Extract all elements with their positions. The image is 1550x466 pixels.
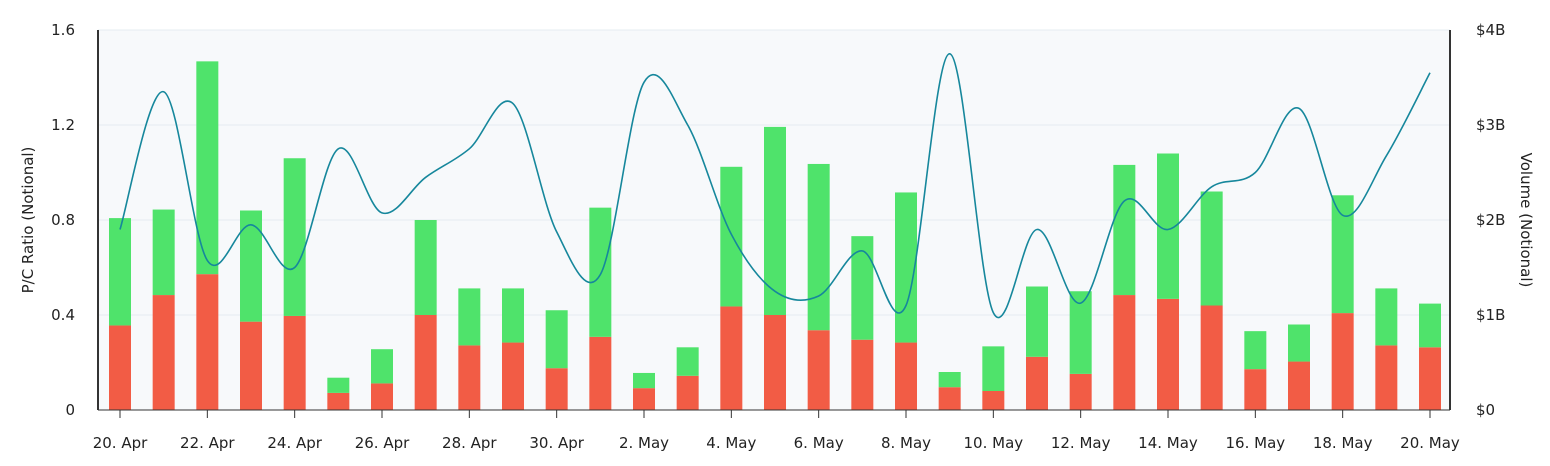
y2-tick-label: $2B [1476,211,1505,229]
bar [545,368,568,410]
bar [1157,153,1179,299]
y-tick-label: 1.2 [51,116,75,134]
bar [589,336,612,410]
bar [982,391,1005,410]
bar [1157,298,1179,410]
x-tick-label: 10. May [964,434,1024,452]
x-tick-label: 24. Apr [267,434,322,452]
bar [589,207,612,337]
y2-tick-label: $3B [1476,116,1505,134]
bar [240,321,262,410]
x-tick-label: 4. May [706,434,756,452]
x-tick-label: 14. May [1138,434,1198,452]
bar [676,347,699,376]
pc-ratio-line [119,52,1431,318]
x-tick-label: 12. May [1051,434,1111,452]
x-tick-label: 18. May [1313,434,1373,452]
y-axis-title: P/C Ratio (Notional) [19,147,37,294]
bar [196,274,219,410]
bar [1200,191,1223,306]
bar [109,218,131,326]
y-tick-label: 0.8 [51,211,75,229]
bar [371,383,393,410]
bar [633,388,655,410]
bar [982,346,1005,391]
bar [895,192,917,343]
bar [1113,164,1136,296]
bar [764,126,786,316]
bar [327,377,350,393]
bar [1288,361,1310,410]
y2-axis-title: Volume (Notional) [1517,153,1535,288]
bar [283,158,306,316]
x-tick-label: 28. Apr [442,434,497,452]
bar [283,315,306,410]
bar [851,236,874,340]
bar [414,315,437,410]
bar [414,220,437,315]
bar [109,325,131,410]
bar [1288,324,1310,362]
bar [152,209,175,296]
bar [1069,291,1092,374]
bar [895,342,917,410]
x-tick-label: 26. Apr [355,434,410,452]
x-tick-label: 20. Apr [93,434,148,452]
bar [1375,288,1398,346]
bars [109,61,1441,410]
bar [1026,286,1048,357]
bar [1331,195,1354,314]
bar [152,295,175,410]
bar [1244,369,1267,410]
bar [807,330,830,410]
y2-tick-label: $4B [1476,21,1505,39]
bar [720,166,743,307]
x-tick-label: 6. May [794,434,844,452]
bar [807,163,830,331]
bar [1069,373,1092,410]
bar [371,349,393,384]
bar [502,288,524,343]
bar [502,342,524,410]
bar [327,392,350,410]
bar [545,310,568,369]
axes: 0 0.4 0.8 1.2 1.6 $0 $1B $2B $3B $4B 20. Apr 22. Ap… [51,21,1505,452]
bar [1200,305,1223,410]
x-tick-label: 30. Apr [529,434,584,452]
bar [938,387,961,410]
bar [458,345,481,410]
bar [196,61,219,275]
x-tick-label: 2. May [619,434,669,452]
bar [938,372,961,388]
bar [1113,295,1136,410]
bar [1419,347,1441,410]
bar [1026,356,1048,410]
y-tick-label: 0.4 [51,306,75,324]
y-tick-label: 0 [65,401,75,419]
y2-tick-label: $1B [1476,306,1505,324]
bar [1331,313,1354,410]
bar [720,306,743,410]
bar [1244,331,1267,370]
x-tick-label: 22. Apr [180,434,235,452]
bar [458,288,481,346]
x-tick-label: 16. May [1226,434,1286,452]
x-tick-label: 20. May [1400,434,1460,452]
x-tick-label: 8. May [881,434,931,452]
y-tick-label: 1.6 [51,21,75,39]
line-series [119,52,1431,318]
y2-tick-label: $0 [1476,401,1495,419]
bar [240,210,262,322]
bar [1419,303,1441,348]
bar [1375,345,1398,410]
bar [676,375,699,410]
bar [633,372,655,389]
bar [851,339,874,410]
bar [764,315,786,410]
